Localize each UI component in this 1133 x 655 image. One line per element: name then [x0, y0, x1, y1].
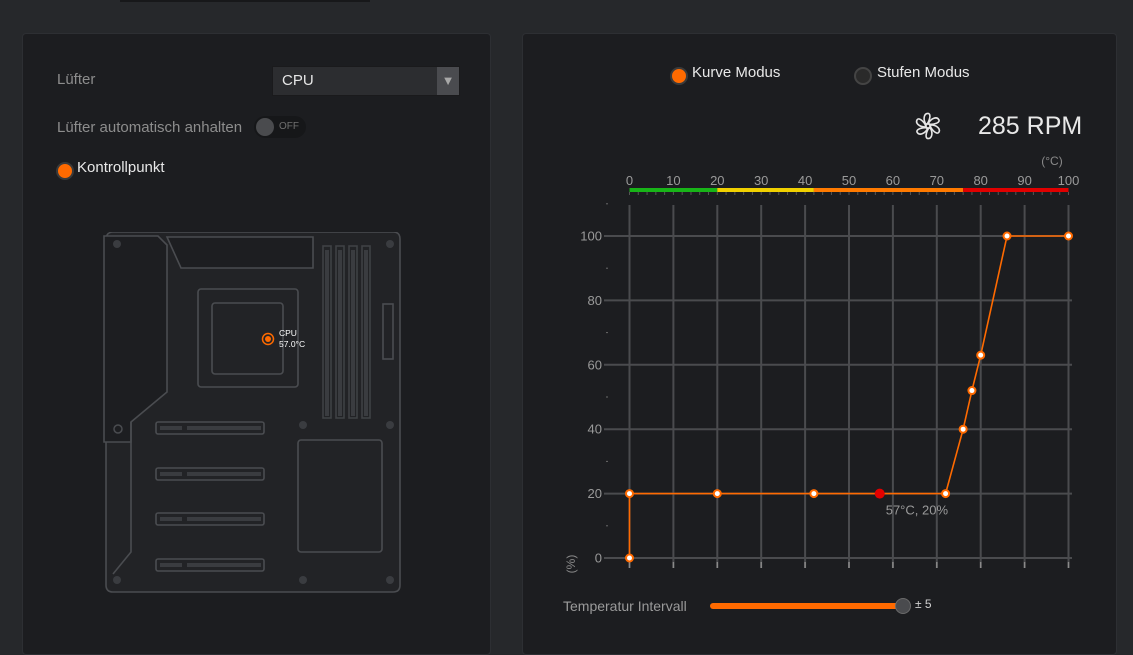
- fan-curve-line: [628, 235, 1069, 558]
- curve-control-point[interactable]: [625, 553, 634, 563]
- curve-control-point[interactable]: [941, 489, 951, 499]
- motherboard-diagram: CPU 57.0°C: [103, 232, 401, 593]
- autostop-toggle[interactable]: OFF: [254, 116, 306, 138]
- current-point-label: 57°C, 20%: [886, 503, 949, 518]
- x-tick-label: 10: [666, 173, 680, 188]
- curve-control-point[interactable]: [1064, 231, 1073, 241]
- temp-bar-segment: [813, 188, 964, 192]
- x-tick-label: 20: [710, 173, 724, 188]
- step-mode-radio[interactable]: [854, 67, 872, 85]
- checkpoint-label: Kontrollpunkt: [77, 159, 165, 176]
- curve-mode-radio[interactable]: [670, 67, 688, 85]
- curve-control-point[interactable]: [967, 386, 977, 396]
- chevron-down-icon[interactable]: ▼: [437, 67, 459, 95]
- fan-label: Lüfter: [57, 71, 96, 88]
- fan-curve-chart[interactable]: 0 10 20 30 40 50 60 70 80 90 100 0 20 40 60 80 100 57°C,…: [522, 150, 1082, 580]
- checkpoint-radio[interactable]: [56, 162, 74, 180]
- y-axis-unit: (%): [564, 555, 578, 574]
- y-tick-label: 60: [588, 357, 602, 372]
- interval-slider-track[interactable]: [710, 603, 905, 609]
- fan-settings-panel: Lüfter CPU ▼ Lüfter automatisch anhalten…: [22, 33, 491, 655]
- step-mode-label: Stufen Modus: [877, 64, 970, 81]
- x-tick-label: 40: [798, 173, 812, 188]
- rpm-value: 285 RPM: [978, 112, 1083, 140]
- temp-bar-segment: [629, 188, 718, 192]
- fan-select-value: CPU: [282, 72, 314, 89]
- x-tick-label: 80: [973, 173, 987, 188]
- x-tick-label: 0: [626, 173, 633, 188]
- toggle-state-text: OFF: [279, 121, 299, 132]
- curve-control-point[interactable]: [958, 424, 968, 434]
- fan-icon: [915, 112, 941, 140]
- curve-control-point[interactable]: [625, 489, 634, 499]
- y-tick-label: 40: [588, 422, 602, 437]
- temp-bar-segment: [717, 188, 814, 192]
- x-tick-label: 70: [930, 173, 944, 188]
- y-tick-label: 80: [588, 293, 602, 308]
- current-point: [874, 488, 885, 499]
- curve-mode-label: Kurve Modus: [692, 64, 781, 81]
- x-tick-label: 60: [886, 173, 900, 188]
- cpu-sensor-temp: 57.0°C: [279, 339, 305, 349]
- top-tab-stub: [120, 0, 370, 2]
- curve-control-point[interactable]: [712, 489, 722, 499]
- curve-control-point[interactable]: [1002, 231, 1012, 241]
- interval-label: Temperatur Intervall: [563, 598, 687, 614]
- curve-control-point[interactable]: [976, 350, 986, 360]
- curve-control-point[interactable]: [809, 489, 819, 499]
- x-axis-unit: (°C): [1041, 154, 1062, 168]
- x-tick-label: 100: [1058, 173, 1080, 188]
- x-tick-label: 30: [754, 173, 768, 188]
- temp-bar-segment: [963, 188, 1069, 192]
- toggle-knob: [256, 118, 274, 136]
- interval-slider-handle[interactable]: [895, 598, 911, 614]
- interval-value: ± 5: [915, 597, 932, 611]
- fan-select[interactable]: CPU ▼: [272, 66, 460, 96]
- x-tick-label: 50: [842, 173, 856, 188]
- cpu-sensor-label: CPU: [279, 328, 297, 338]
- fan-curve-panel: Kurve Modus Stufen Modus 285 RPM Tempera…: [522, 33, 1117, 655]
- y-tick-label: 0: [595, 551, 602, 566]
- y-tick-label: 20: [588, 486, 602, 501]
- autostop-label: Lüfter automatisch anhalten: [57, 119, 243, 136]
- cpu-sensor-marker[interactable]: [261, 332, 275, 346]
- x-tick-label: 90: [1017, 173, 1031, 188]
- y-tick-label: 100: [580, 229, 602, 244]
